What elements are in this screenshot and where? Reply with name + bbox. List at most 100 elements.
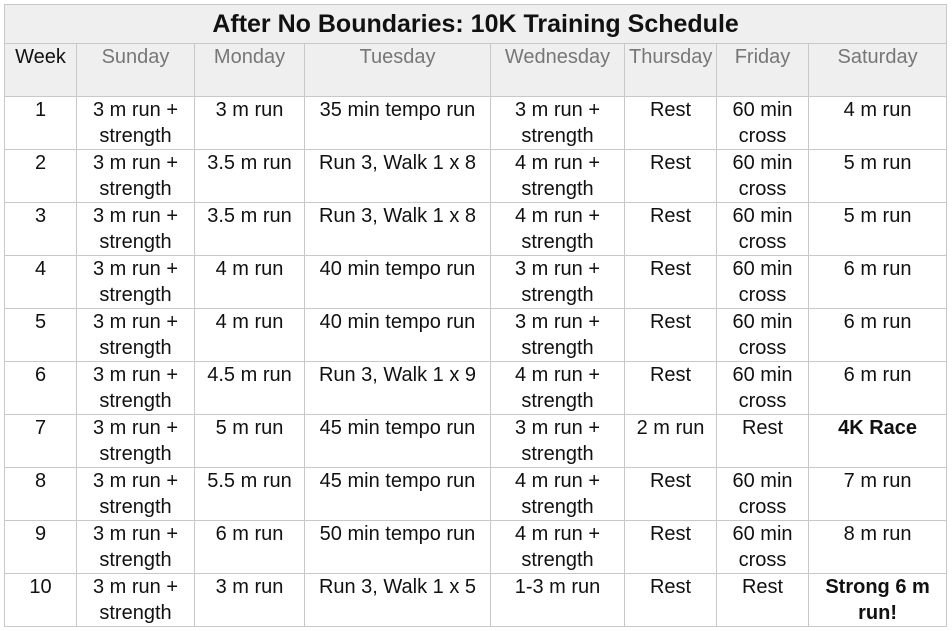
- schedule-cell-saturday[interactable]: 4K Race: [807, 414, 948, 468]
- schedule-cell-wednesday[interactable]: 3 m run + strength: [490, 414, 625, 468]
- schedule-cell-friday[interactable]: 60 min cross: [716, 96, 809, 150]
- week-number-cell[interactable]: 3: [4, 202, 77, 256]
- schedule-cell-thursday[interactable]: Rest: [624, 573, 717, 627]
- schedule-cell-saturday[interactable]: 5 m run: [807, 202, 948, 256]
- week-number-cell[interactable]: 6: [4, 361, 77, 415]
- schedule-cell-thursday[interactable]: Rest: [624, 202, 717, 256]
- schedule-title: After No Boundaries: 10K Training Schedu…: [3, 4, 948, 44]
- schedule-cell-monday[interactable]: 6 m run: [194, 520, 305, 574]
- schedule-cell-sunday[interactable]: 3 m run + strength: [76, 361, 195, 415]
- schedule-cell-friday[interactable]: 60 min cross: [716, 308, 809, 362]
- schedule-cell-saturday[interactable]: 6 m run: [807, 361, 948, 415]
- schedule-cell-monday[interactable]: 4 m run: [194, 255, 305, 309]
- column-header-monday[interactable]: Monday: [194, 43, 305, 97]
- schedule-cell-tuesday[interactable]: 50 min tempo run: [304, 520, 491, 574]
- column-header-friday[interactable]: Friday: [716, 43, 809, 97]
- schedule-cell-saturday[interactable]: 4 m run: [807, 96, 948, 150]
- week-number-cell[interactable]: 7: [4, 414, 77, 468]
- schedule-cell-wednesday[interactable]: 4 m run + strength: [490, 520, 625, 574]
- week-number-cell[interactable]: 5: [4, 308, 77, 362]
- schedule-cell-friday[interactable]: 60 min cross: [716, 520, 809, 574]
- schedule-cell-thursday[interactable]: Rest: [624, 149, 717, 203]
- schedule-cell-monday[interactable]: 4 m run: [194, 308, 305, 362]
- schedule-cell-friday[interactable]: 60 min cross: [716, 202, 809, 256]
- schedule-cell-tuesday[interactable]: 40 min tempo run: [304, 255, 491, 309]
- schedule-cell-wednesday[interactable]: 3 m run + strength: [490, 255, 625, 309]
- schedule-cell-wednesday[interactable]: 1-3 m run: [490, 573, 625, 627]
- week-number-cell[interactable]: 9: [4, 520, 77, 574]
- schedule-cell-saturday[interactable]: Strong 6 m run!: [807, 573, 948, 627]
- schedule-cell-saturday[interactable]: 5 m run: [807, 149, 948, 203]
- schedule-cell-tuesday[interactable]: 45 min tempo run: [304, 414, 491, 468]
- column-header-thursday[interactable]: Thursday: [624, 43, 717, 97]
- schedule-cell-monday[interactable]: 3 m run: [194, 573, 305, 627]
- schedule-cell-tuesday[interactable]: 35 min tempo run: [304, 96, 491, 150]
- schedule-cell-sunday[interactable]: 3 m run + strength: [76, 414, 195, 468]
- week-number-cell[interactable]: 1: [4, 96, 77, 150]
- schedule-cell-saturday[interactable]: 7 m run: [807, 467, 948, 521]
- schedule-cell-wednesday[interactable]: 3 m run + strength: [490, 96, 625, 150]
- schedule-cell-thursday[interactable]: Rest: [624, 96, 717, 150]
- schedule-cell-wednesday[interactable]: 4 m run + strength: [490, 149, 625, 203]
- schedule-cell-wednesday[interactable]: 4 m run + strength: [490, 361, 625, 415]
- schedule-cell-saturday[interactable]: 8 m run: [807, 520, 948, 574]
- schedule-cell-friday[interactable]: Rest: [716, 414, 809, 468]
- schedule-cell-friday[interactable]: 60 min cross: [716, 361, 809, 415]
- schedule-cell-monday[interactable]: 3 m run: [194, 96, 305, 150]
- schedule-cell-wednesday[interactable]: 3 m run + strength: [490, 308, 625, 362]
- column-header-week[interactable]: Week: [4, 43, 77, 97]
- schedule-cell-thursday[interactable]: Rest: [624, 255, 717, 309]
- week-number-cell[interactable]: 8: [4, 467, 77, 521]
- schedule-cell-friday[interactable]: 60 min cross: [716, 255, 809, 309]
- schedule-cell-tuesday[interactable]: Run 3, Walk 1 x 8: [304, 202, 491, 256]
- schedule-cell-tuesday[interactable]: Run 3, Walk 1 x 5: [304, 573, 491, 627]
- column-header-sunday[interactable]: Sunday: [76, 43, 195, 97]
- schedule-cell-thursday[interactable]: Rest: [624, 361, 717, 415]
- schedule-cell-friday[interactable]: 60 min cross: [716, 149, 809, 203]
- schedule-cell-thursday[interactable]: 2 m run: [624, 414, 717, 468]
- schedule-cell-sunday[interactable]: 3 m run + strength: [76, 573, 195, 627]
- schedule-cell-monday[interactable]: 5.5 m run: [194, 467, 305, 521]
- schedule-cell-tuesday[interactable]: 45 min tempo run: [304, 467, 491, 521]
- schedule-cell-monday[interactable]: 3.5 m run: [194, 149, 305, 203]
- schedule-cell-monday[interactable]: 4.5 m run: [194, 361, 305, 415]
- schedule-cell-wednesday[interactable]: 4 m run + strength: [490, 467, 625, 521]
- column-header-wednesday[interactable]: Wednesday: [490, 43, 625, 97]
- schedule-cell-sunday[interactable]: 3 m run + strength: [76, 520, 195, 574]
- header-row: Week Sunday Monday Tuesday Wednesday Thursday…: [4, 43, 948, 97]
- schedule-sheet: After No Boundaries: 10K Training Schedu…: [3, 4, 948, 627]
- schedule-cell-sunday[interactable]: 3 m run + strength: [76, 308, 195, 362]
- schedule-cell-thursday[interactable]: Rest: [624, 520, 717, 574]
- schedule-cell-thursday[interactable]: Rest: [624, 308, 717, 362]
- schedule-cell-saturday[interactable]: 6 m run: [807, 255, 948, 309]
- schedule-cell-sunday[interactable]: 3 m run + strength: [76, 202, 195, 256]
- week-number-cell[interactable]: 2: [4, 149, 77, 203]
- week-number-cell[interactable]: 4: [4, 255, 77, 309]
- column-header-tuesday[interactable]: Tuesday: [304, 43, 491, 97]
- schedule-cell-friday[interactable]: Rest: [716, 573, 809, 627]
- schedule-cell-sunday[interactable]: 3 m run + strength: [76, 149, 195, 203]
- schedule-cell-monday[interactable]: 5 m run: [194, 414, 305, 468]
- schedule-cell-saturday[interactable]: 6 m run: [807, 308, 948, 362]
- schedule-cell-thursday[interactable]: Rest: [624, 467, 717, 521]
- week-number-cell[interactable]: 10: [4, 573, 77, 627]
- schedule-cell-sunday[interactable]: 3 m run + strength: [76, 96, 195, 150]
- schedule-cell-wednesday[interactable]: 4 m run + strength: [490, 202, 625, 256]
- schedule-table: After No Boundaries: 10K Training Schedu…: [3, 4, 948, 627]
- schedule-cell-monday[interactable]: 3.5 m run: [194, 202, 305, 256]
- schedule-cell-friday[interactable]: 60 min cross: [716, 467, 809, 521]
- schedule-cell-sunday[interactable]: 3 m run + strength: [76, 467, 195, 521]
- schedule-cell-sunday[interactable]: 3 m run + strength: [76, 255, 195, 309]
- column-header-saturday[interactable]: Saturday: [807, 43, 948, 97]
- schedule-cell-tuesday[interactable]: Run 3, Walk 1 x 8: [304, 149, 491, 203]
- schedule-cell-tuesday[interactable]: Run 3, Walk 1 x 9: [304, 361, 491, 415]
- schedule-cell-tuesday[interactable]: 40 min tempo run: [304, 308, 491, 362]
